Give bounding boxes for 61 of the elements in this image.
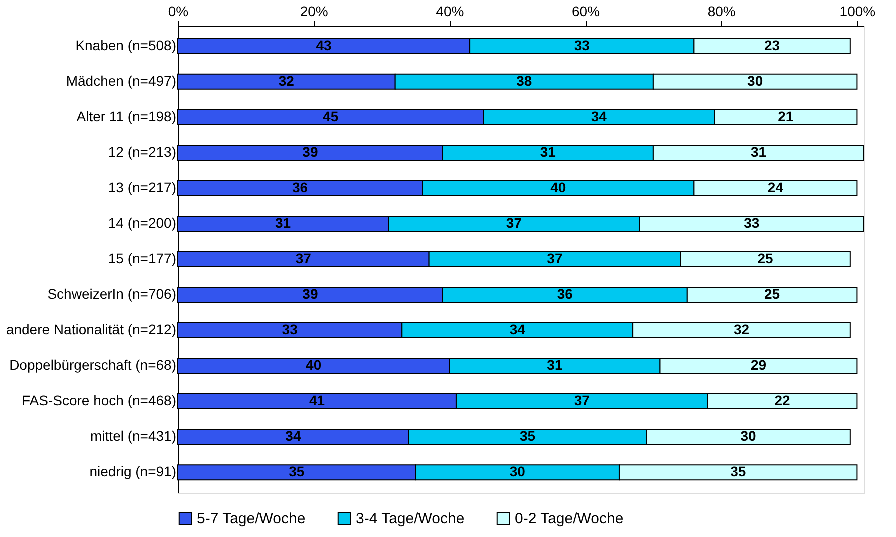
y-tick-label: Knaben (n=508) [76,37,176,54]
y-tick-label: 15 (n=177) [108,250,176,266]
data-label: 30 [740,428,757,444]
data-label: 39 [302,144,318,160]
y-tick-label: Doppelbürgerschaft (n=68) [10,357,176,374]
data-label: 41 [309,392,326,409]
data-label: 21 [778,108,794,124]
data-label: 35 [730,464,746,480]
data-label: 31 [750,144,767,160]
x-tick-label: 40% [436,4,464,20]
data-label: 36 [292,179,308,196]
data-label: 36 [557,286,574,302]
legend-label: 0-2 Tage/Woche [515,510,624,528]
data-label: 25 [764,286,780,302]
data-label: 30 [748,72,764,89]
y-tick-label: Alter 11 (n=198) [76,108,176,124]
data-label: 25 [758,250,774,266]
data-label: 31 [547,357,563,374]
data-label: 35 [289,464,305,480]
y-tick-label: andere Nationalität (n=212) [6,322,176,338]
data-label: 33 [282,322,298,338]
data-label: 34 [591,108,608,124]
data-label: 32 [734,322,750,338]
data-label: 37 [506,214,522,231]
data-label: 39 [302,286,318,302]
data-label: 31 [275,214,292,231]
data-label: 30 [510,464,526,480]
y-tick-label: FAS-Score hoch (n=468) [22,392,176,409]
legend-label: 5-7 Tage/Woche [197,510,306,528]
y-tick-label: 12 (n=213) [108,144,176,160]
data-label: 37 [574,392,590,409]
legend-label: 3-4 Tage/Woche [356,510,465,528]
data-label: 37 [296,250,312,266]
x-tick-label: 60% [572,4,600,20]
y-tick-label: 14 (n=200) [108,214,176,231]
data-label: 45 [323,108,339,124]
y-tick-label: 13 (n=217) [108,179,176,196]
data-label: 22 [774,392,790,409]
data-label: 34 [510,322,526,338]
y-tick-label: mittel (n=431) [90,428,176,444]
data-label: 35 [520,428,536,444]
data-label: 23 [764,37,780,54]
data-label: 43 [316,37,332,54]
data-label: 29 [750,357,767,374]
x-tick-label: 100% [840,4,876,20]
x-tick-label: 80% [708,4,736,20]
y-tick-label: SchweizerIn (n=706) [48,286,176,302]
data-label: 34 [286,428,302,444]
data-label: 24 [768,179,784,196]
data-label: 40 [306,357,322,374]
data-label: 40 [550,179,566,196]
data-label: 31 [540,144,556,160]
data-label: 33 [574,37,590,54]
data-label: 38 [516,72,532,89]
data-label: 32 [278,72,295,89]
x-tick-label: 0% [168,4,189,20]
y-tick-label: Mädchen (n=497) [66,72,176,89]
y-tick-label: niedrig (n=91) [90,464,176,480]
data-label: 33 [744,214,760,231]
x-tick-label: 20% [300,4,328,20]
data-label: 37 [547,250,563,266]
